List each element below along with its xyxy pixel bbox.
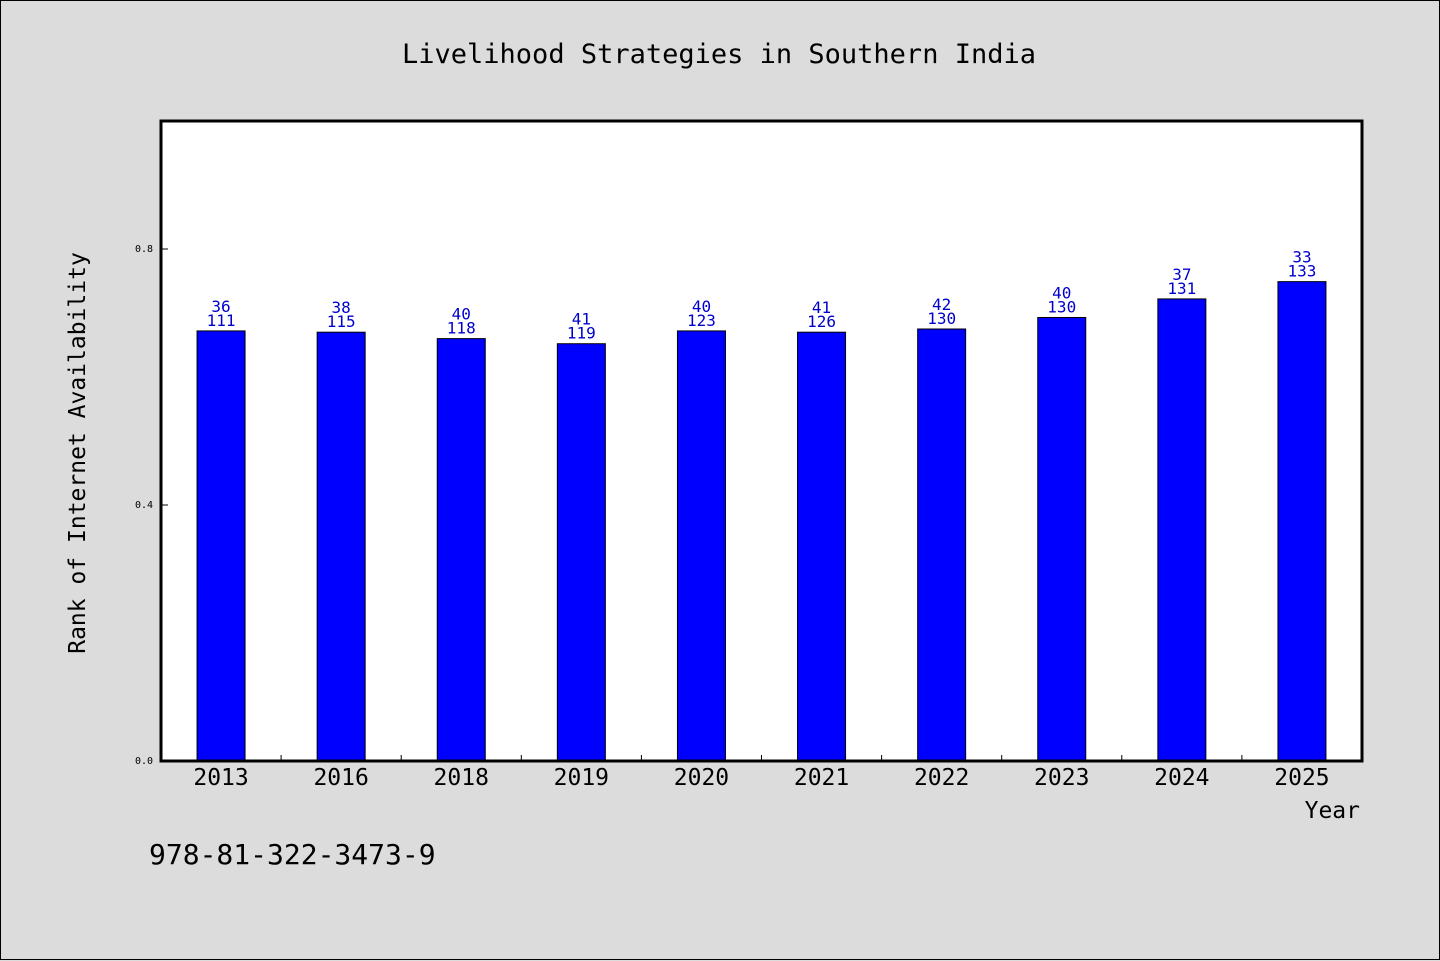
x-tick-label: 2025 <box>1274 765 1329 791</box>
bar-label-top: 33 <box>1292 248 1311 267</box>
bar-2022 <box>917 328 967 762</box>
chart-title: Livelihood Strategies in Southern India <box>402 39 1036 70</box>
bar-2019 <box>556 343 606 762</box>
bar-label-bottom: 115 <box>327 312 356 331</box>
bar-2021 <box>797 331 847 762</box>
x-tick-label: 2022 <box>914 765 969 791</box>
x-tick-label: 2016 <box>313 765 368 791</box>
bar-label-top: 36 <box>211 297 230 316</box>
x-tick-label: 2021 <box>794 765 849 791</box>
bar-label-top: 40 <box>452 305 471 324</box>
bar-label-bottom: 118 <box>447 319 476 338</box>
plot-border <box>159 119 1364 763</box>
x-tick-label: 2023 <box>1034 765 1089 791</box>
x-tick-label: 2013 <box>193 765 248 791</box>
bar-label-bottom: 130 <box>927 309 956 328</box>
bar-label-top: 38 <box>332 298 351 317</box>
bar-2018 <box>436 338 486 762</box>
y-axis-label: Rank of Internet Availability <box>65 252 91 654</box>
bar-label-bottom: 133 <box>1287 262 1316 281</box>
bar-2023 <box>1037 316 1087 762</box>
x-axis: 2013 2016 2018 2019 2020 2021 2022 2023 2024 2025 <box>193 765 1329 791</box>
bar-label-bottom: 130 <box>1047 297 1076 316</box>
bar-label-top: 37 <box>1172 265 1191 284</box>
bar-2013 <box>196 330 246 762</box>
bar-label-bottom: 126 <box>807 312 836 331</box>
bar-label-top: 40 <box>692 297 711 316</box>
footnote-isbn: 978-81-322-3473-9 <box>149 838 436 871</box>
bar-label-bottom: 119 <box>567 324 596 343</box>
bar-label-top: 41 <box>572 310 591 329</box>
bar-label-bottom: 123 <box>687 311 716 330</box>
x-tick-label: 2019 <box>554 765 609 791</box>
x-axis-label: Year <box>1305 798 1360 824</box>
x-tick-label: 2018 <box>434 765 489 791</box>
bar-label-top: 42 <box>932 295 951 314</box>
bar-2024 <box>1157 298 1207 762</box>
bar-2025 <box>1277 281 1327 762</box>
bar-label-bottom: 131 <box>1167 279 1196 298</box>
bar-label-bottom: 111 <box>207 311 236 330</box>
x-tick-label: 2020 <box>674 765 729 791</box>
bar-2020 <box>676 330 726 762</box>
y-tick-label: 0.0 <box>135 756 153 767</box>
y-tick-label: 0.8 <box>135 244 153 255</box>
bar-2016 <box>316 331 366 762</box>
bar-label-top: 40 <box>1052 283 1071 302</box>
x-tick-label: 2024 <box>1154 765 1209 791</box>
y-tick-label: 0.4 <box>135 500 153 511</box>
bar-label-top: 41 <box>812 298 831 317</box>
